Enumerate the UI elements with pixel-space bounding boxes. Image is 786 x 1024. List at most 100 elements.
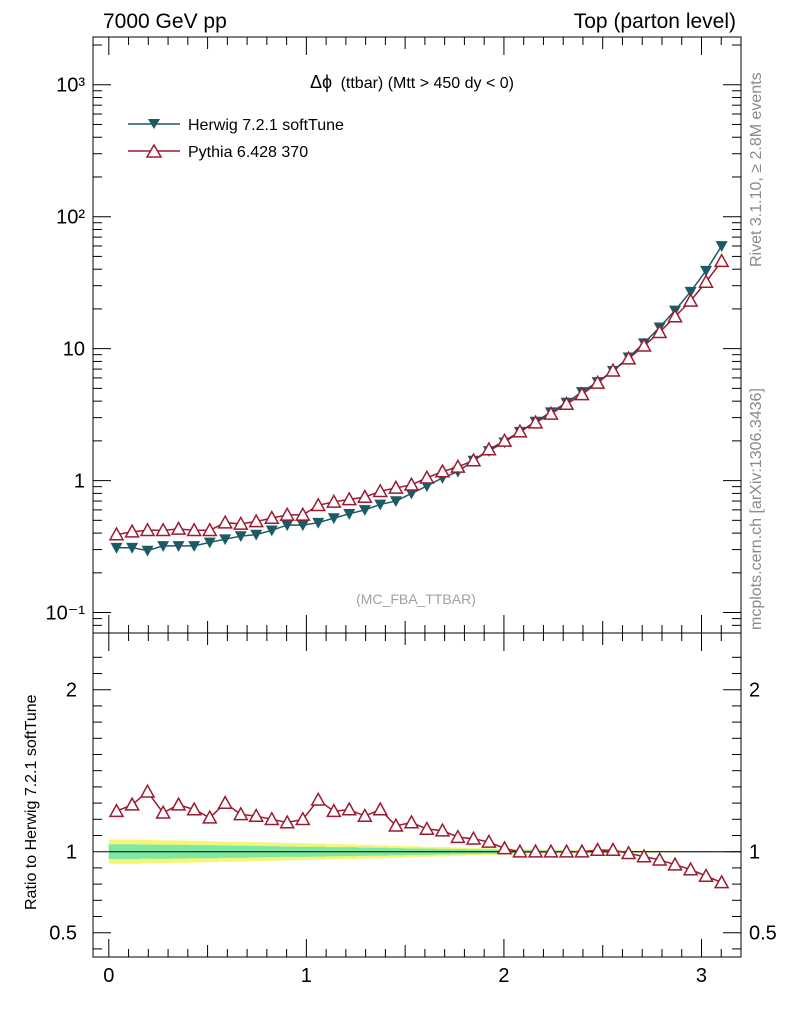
pythia-point — [201, 522, 218, 537]
herwig-point — [126, 542, 139, 554]
ratio-x-tick-label: 1 — [301, 965, 312, 987]
pythia-ratio-point — [651, 851, 668, 866]
pythia-ratio-point — [341, 801, 358, 816]
pythia-point — [605, 362, 621, 377]
pythia-point — [682, 292, 699, 307]
pythia-point — [295, 506, 311, 521]
ratio-y-tick-label-right: 0.5 — [749, 923, 777, 945]
pythia-point — [713, 253, 730, 268]
pythia-ratio-point — [357, 808, 373, 823]
pythia-ratio-point — [403, 814, 420, 829]
plot-title-symbol: Δϕ — [310, 72, 332, 92]
pythia-ratio-point — [605, 842, 621, 857]
pythia-ratio-point — [589, 842, 606, 857]
pythia-ratio-point — [512, 843, 528, 858]
pythia-point — [388, 479, 404, 494]
herwig-point — [684, 286, 697, 298]
herwig-point — [157, 541, 170, 552]
pythia-ratio-point — [279, 814, 295, 829]
pythia-point — [233, 515, 249, 530]
pythia-point — [124, 523, 140, 538]
ratio-y-tick-label: 2 — [66, 680, 77, 702]
pythia-ratio-point — [248, 808, 264, 823]
herwig-point — [250, 529, 263, 541]
ratio-x-tick-label: 2 — [498, 965, 509, 987]
pythia-point — [450, 458, 466, 473]
pythia-point — [170, 520, 187, 535]
pythia-point — [326, 493, 342, 508]
pythia-point — [264, 510, 280, 525]
pythia-ratio-point — [450, 829, 466, 844]
pythia-ratio-point — [682, 861, 699, 876]
pythia-ratio-point — [388, 817, 404, 832]
pythia-ratio-point — [574, 843, 590, 858]
pythia-ratio-point — [217, 795, 233, 810]
legend: Herwig 7.2.1 softTune Pythia 6.428 370 — [128, 117, 344, 161]
pythia-point — [481, 441, 497, 456]
herwig-line — [116, 245, 723, 552]
plot-title: Δϕ (ttbar) (Mtt > 450 dy < 0) — [310, 72, 514, 92]
main-y-tick-label: 10⁻¹ — [46, 603, 86, 625]
rivet-label: Rivet 3.1.10, ≥ 2.8M events — [748, 72, 765, 267]
main-y-tick-label: 10 — [63, 339, 85, 361]
pythia-ratio-point — [264, 811, 280, 826]
herwig-point — [234, 531, 247, 543]
header-right: Top (parton level) — [574, 10, 736, 33]
legend-pythia-label: Pythia 6.428 370 — [188, 144, 308, 161]
pythia-point — [574, 386, 590, 401]
pythia-point — [496, 432, 513, 447]
legend-herwig-label: Herwig 7.2.1 softTune — [188, 117, 344, 134]
pythia-point — [620, 350, 637, 365]
pythia-point — [357, 489, 373, 504]
herwig-point — [343, 509, 356, 520]
herwig-point — [374, 499, 387, 511]
herwig-point — [110, 542, 123, 554]
pythia-ratio-point — [527, 843, 544, 858]
pythia-point — [248, 513, 264, 528]
herwig-point — [312, 517, 325, 529]
ratio-y-tick-label-right: 1 — [749, 842, 760, 864]
main-axes: 10⁻¹ 1 10 10² 10³ — [46, 37, 741, 634]
pythia-ratio-point — [326, 803, 342, 818]
pythia-point — [341, 491, 358, 506]
pythia-ratio-point — [372, 801, 389, 816]
ratio-x-tick-label: 0 — [103, 965, 114, 987]
pythia-point — [403, 476, 420, 491]
pythia-ratio-point — [124, 796, 140, 811]
pythia-ratio-line — [116, 790, 722, 884]
pythia-ratio-point — [620, 845, 637, 860]
herwig-point — [296, 520, 309, 532]
pythia-point — [434, 463, 451, 478]
pythia-ratio-point — [543, 843, 559, 858]
pythia-ratio-point — [186, 801, 202, 816]
herwig-point — [203, 537, 216, 549]
herwig-point — [219, 534, 232, 546]
pythia-point — [155, 522, 171, 537]
pythia-point — [217, 514, 233, 529]
pythia-ratio-point — [310, 791, 326, 806]
pythia-point — [558, 396, 575, 411]
herwig-point — [405, 488, 418, 500]
ratio-frame — [92, 632, 742, 958]
pythia-ratio-point — [698, 867, 714, 882]
pythia-point — [636, 337, 652, 352]
pythia-point — [139, 522, 156, 537]
pythia-ratio-point — [170, 796, 187, 811]
ratio-y-axis-label: Ratio to Herwig 7.2.1 softTune — [23, 694, 40, 910]
pythia-line — [116, 260, 723, 536]
main-y-tick-label: 1 — [74, 471, 85, 493]
pythia-point — [419, 469, 435, 484]
pythia-ratio-point — [233, 806, 249, 821]
pythia-point — [589, 374, 606, 389]
pythia-ratio-point — [481, 833, 497, 848]
herwig-point — [389, 496, 402, 508]
pythia-point — [372, 483, 389, 498]
pythia-point — [667, 308, 683, 323]
pythia-ratio-point — [667, 856, 683, 871]
herwig-point — [700, 265, 713, 277]
legend-pythia-marker — [145, 143, 163, 158]
mcplots-label: mcplots.cern.ch [arXiv:1306.3436] — [748, 388, 765, 630]
legend-herwig-marker — [148, 119, 160, 129]
